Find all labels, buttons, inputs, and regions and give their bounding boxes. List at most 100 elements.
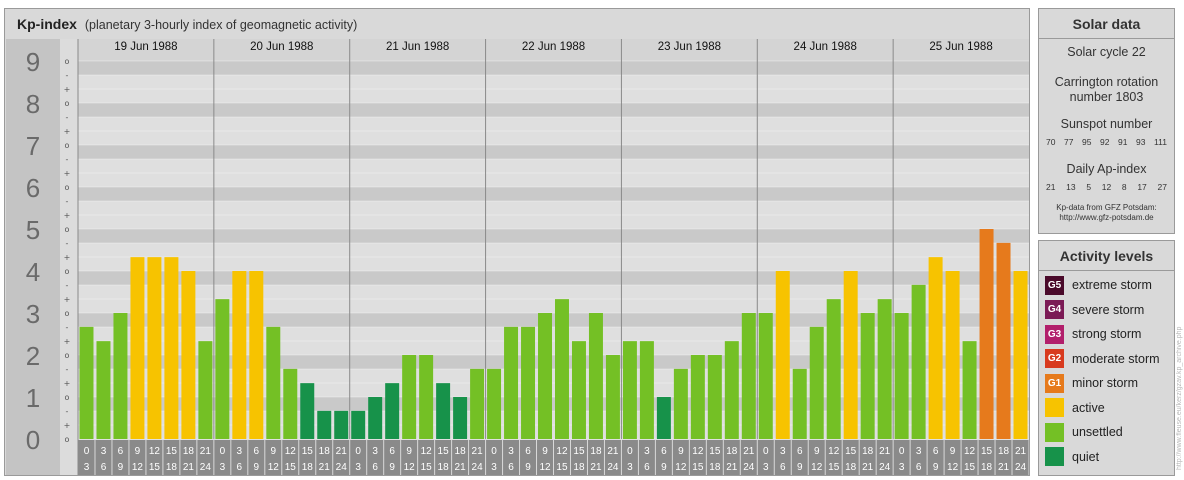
legend-swatch: G5 (1045, 275, 1064, 295)
kp-bar (741, 313, 756, 439)
hour-end-label: 18 (302, 462, 314, 473)
kp-bar (351, 410, 366, 439)
kp-bar (198, 341, 213, 439)
kp-bar (334, 410, 349, 439)
day-label: 21 Jun 1988 (386, 41, 449, 53)
hour-cell (961, 440, 978, 475)
hour-start-label: 21 (472, 446, 484, 457)
hour-cell (248, 440, 265, 475)
kp-band-dark (78, 229, 1029, 243)
y-tick-label: 9 (26, 47, 40, 77)
hour-start-label: 0 (627, 446, 633, 457)
hour-start-label: 21 (607, 446, 619, 457)
hour-start-label: 18 (726, 446, 738, 457)
kp-bar (809, 326, 824, 439)
hour-cell (638, 440, 655, 475)
hour-end-label: 15 (285, 462, 297, 473)
legend-label: quiet (1072, 449, 1100, 464)
hour-start-label: 12 (828, 446, 840, 457)
kp-bar (79, 326, 94, 439)
hour-cell (146, 440, 163, 475)
y-minor-tick: - (66, 197, 69, 206)
solar-data-panel: Solar data Solar cycle 22 Carrington rot… (1038, 8, 1175, 234)
day-label: 25 Jun 1988 (929, 41, 992, 53)
y-tick-label: 2 (26, 341, 40, 371)
ap-section: Daily Ap-index 21 13 5 12 8 17 27 (1039, 162, 1174, 192)
hour-cell (842, 440, 859, 475)
hour-end-label: 6 (644, 462, 650, 473)
sunspot-value: 92 (1100, 137, 1110, 147)
y-minor-tick: o (65, 183, 70, 192)
hour-end-label: 21 (998, 462, 1010, 473)
y-tick-label: 0 (26, 425, 40, 455)
legend-label: minor storm (1072, 376, 1138, 390)
hour-end-label: 24 (879, 462, 891, 473)
kp-bar (521, 326, 536, 439)
hour-end-label: 3 (899, 462, 905, 473)
hour-cell (78, 440, 95, 475)
y-minor-tick: o (65, 435, 70, 444)
hour-start-label: 12 (285, 446, 297, 457)
hour-start-label: 21 (1015, 446, 1027, 457)
y-minor-tick: - (66, 71, 69, 80)
hour-cell (774, 440, 791, 475)
hour-cell (978, 440, 995, 475)
kp-bar (826, 299, 841, 439)
kp-bar (622, 341, 637, 439)
hour-end-label: 6 (372, 462, 378, 473)
hour-start-label: 0 (491, 446, 497, 457)
hour-cell (452, 440, 469, 475)
hour-cell (469, 440, 486, 475)
kp-bar (147, 257, 162, 439)
sunspot-values: 70 77 95 92 91 93 111 (1039, 137, 1174, 147)
hour-start-label: 21 (336, 446, 348, 457)
hour-start-label: 0 (899, 446, 905, 457)
chart-title-text: Kp-index (17, 16, 77, 32)
legend-swatch: G2 (1045, 349, 1064, 368)
hour-start-label: 0 (355, 446, 361, 457)
ap-value: 5 (1086, 182, 1092, 192)
kp-bar (402, 355, 417, 439)
sunspot-value: 91 (1118, 137, 1128, 147)
hour-end-label: 9 (118, 462, 124, 473)
legend-swatch: G1 (1045, 373, 1064, 393)
hour-start-label: 18 (862, 446, 874, 457)
hour-end-label: 3 (355, 462, 361, 473)
hour-start-label: 0 (84, 446, 90, 457)
hour-cell (808, 440, 825, 475)
kp-bar (504, 326, 519, 439)
hour-end-label: 24 (607, 462, 619, 473)
ap-value: 8 (1121, 182, 1127, 192)
y-minor-tick: o (65, 99, 70, 108)
ap-values: 21 13 5 12 8 17 27 (1039, 182, 1174, 192)
hour-start-label: 6 (797, 446, 803, 457)
kp-bar (487, 368, 502, 439)
y-minor-tick: + (64, 421, 71, 430)
hour-end-label: 18 (166, 462, 178, 473)
hour-start-label: 3 (644, 446, 650, 457)
ap-value: 17 (1137, 182, 1147, 192)
kp-bar (962, 341, 977, 439)
sunspot-label: Sunspot number (1060, 117, 1153, 131)
kp-bar (673, 368, 688, 439)
hour-end-label: 6 (237, 462, 243, 473)
hour-cell (944, 440, 961, 475)
hour-cell (587, 440, 604, 475)
hour-cell (995, 440, 1012, 475)
sunspot-value: 93 (1136, 137, 1146, 147)
hour-end-label: 15 (421, 462, 433, 473)
hour-cell (740, 440, 757, 475)
hour-cell (825, 440, 842, 475)
hour-end-label: 9 (661, 462, 667, 473)
kp-band-dark (78, 313, 1029, 327)
kp-bar (368, 397, 383, 439)
hour-start-label: 9 (814, 446, 820, 457)
hour-start-label: 3 (780, 446, 786, 457)
hour-end-label: 3 (220, 462, 226, 473)
sunspot-section: Sunspot number 70 77 95 92 91 93 111 (1039, 117, 1174, 147)
kp-band-dark (78, 103, 1029, 117)
legend-swatch: G4 (1045, 300, 1064, 319)
hour-end-label: 18 (709, 462, 721, 473)
y-minor-tick: + (64, 127, 71, 136)
hour-cell (520, 440, 537, 475)
